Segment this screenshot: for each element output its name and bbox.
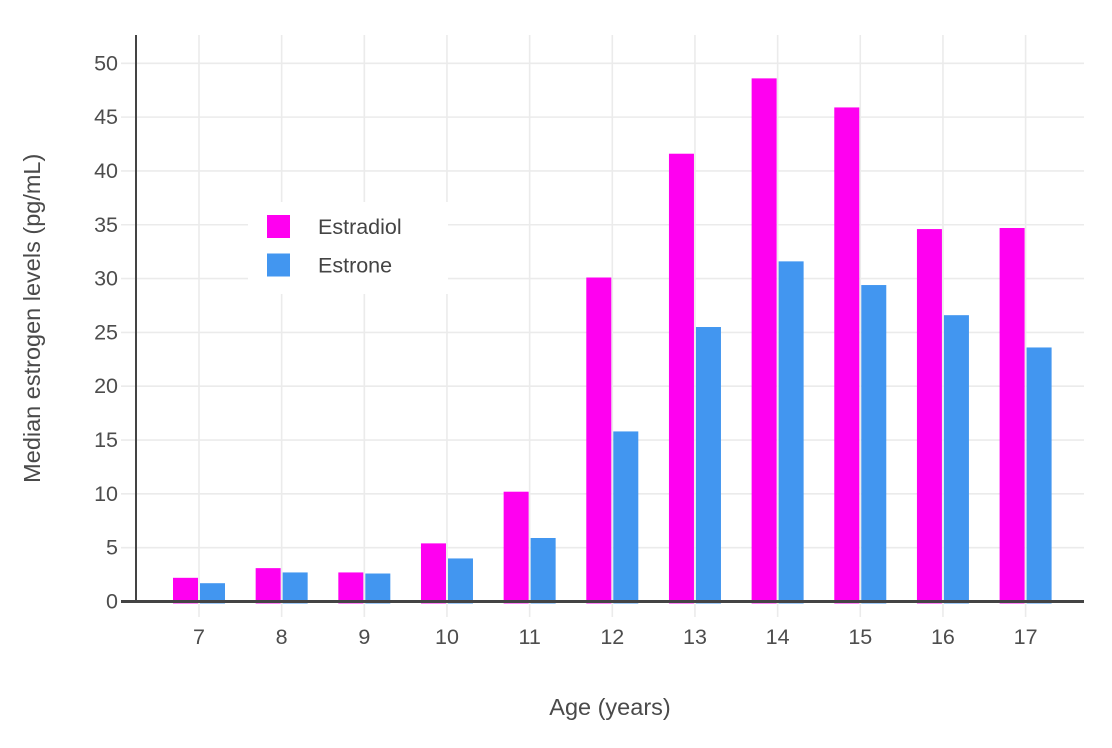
y-axis-title: Median estrogen levels (pg/mL) (19, 154, 45, 483)
bar-estradiol-age-10 (420, 543, 446, 604)
bar-estrone-age-12 (613, 431, 639, 604)
x-tick-label: 14 (766, 625, 790, 649)
bar-estrone-age-7 (200, 583, 225, 604)
y-tick-label: 5 (106, 536, 118, 560)
y-tick-label: 40 (94, 159, 118, 183)
x-axis-title: Age (years) (549, 694, 670, 720)
bar-estradiol-age-16 (916, 229, 942, 604)
x-tick-label: 13 (683, 625, 707, 649)
bar-estrone-age-17 (1026, 347, 1052, 604)
bar-estradiol-age-12 (586, 277, 612, 604)
legend-label: Estradiol (318, 215, 402, 239)
x-tick-label: 11 (518, 625, 540, 649)
bar-estrone-age-11 (530, 537, 556, 604)
legend[interactable]: Estradiol Estrone (248, 202, 448, 294)
x-tick-label: 17 (1014, 625, 1038, 649)
legend-item-estrone[interactable]: Estrone (267, 253, 392, 278)
bar-estradiol-age-9 (338, 572, 364, 604)
x-tick-label: 15 (848, 625, 872, 649)
bar-estrone-age-10 (447, 558, 473, 604)
y-tick-label: 15 (94, 428, 118, 452)
x-tick-label: 10 (435, 625, 459, 649)
y-tick-label: 10 (94, 482, 118, 506)
bar-estradiol-age-7 (173, 577, 198, 604)
x-tick-label: 12 (600, 625, 624, 649)
legend-label: Estrone (318, 254, 392, 278)
legend-item-estradiol[interactable]: Estradiol (267, 215, 402, 239)
bar-estradiol-age-15 (834, 107, 860, 604)
x-tick-label: 16 (931, 625, 955, 649)
y-tick-label: 0 (106, 590, 118, 614)
bar-estrone-age-8 (282, 572, 308, 604)
bar-estrone-age-16 (943, 315, 969, 604)
y-tick-label: 35 (94, 213, 118, 237)
y-tick-label: 45 (94, 105, 118, 129)
bar-estrone-age-15 (861, 285, 887, 604)
y-tick-label: 50 (94, 51, 118, 75)
y-tick-label: 30 (94, 267, 118, 291)
legend-swatch-estrone (267, 253, 290, 277)
bar-estradiol-age-17 (999, 227, 1025, 604)
bar-estrone-age-14 (778, 261, 804, 604)
x-tick-label: 7 (193, 625, 205, 649)
y-tick-label: 20 (94, 374, 118, 398)
bar-estrone-age-9 (365, 573, 391, 604)
bar-estradiol-age-14 (751, 78, 777, 604)
bar-estradiol-age-13 (668, 153, 694, 604)
y-tick-label: 25 (94, 320, 118, 344)
legend-swatch-estradiol (267, 215, 290, 238)
bar-estradiol-age-11 (503, 491, 529, 604)
bar-estrone-age-13 (695, 327, 721, 604)
x-tick-label: 8 (276, 625, 288, 649)
x-tick-label: 9 (358, 625, 370, 649)
bar-estradiol-age-8 (255, 568, 281, 604)
